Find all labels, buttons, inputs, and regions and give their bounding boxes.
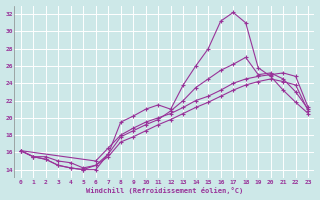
X-axis label: Windchill (Refroidissement éolien,°C): Windchill (Refroidissement éolien,°C)	[86, 187, 243, 194]
